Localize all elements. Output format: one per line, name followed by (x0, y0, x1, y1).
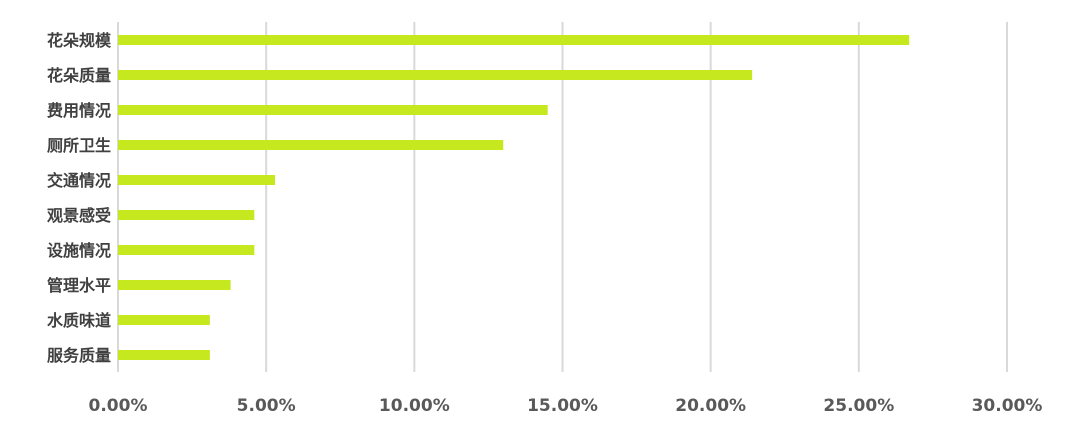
category-label: 管理水平 (47, 276, 111, 295)
bar (118, 280, 231, 290)
x-tick-label: 25.00% (823, 396, 894, 416)
bars (118, 35, 910, 360)
bar (118, 350, 210, 360)
bar (118, 140, 504, 150)
bar (118, 175, 276, 185)
category-label: 交通情况 (47, 171, 111, 190)
x-tick-label: 0.00% (89, 396, 148, 416)
bar (118, 70, 753, 80)
bar (118, 315, 210, 325)
x-tick-label: 30.00% (972, 396, 1043, 416)
x-tick-label: 20.00% (675, 396, 746, 416)
category-label: 服务质量 (47, 346, 111, 365)
category-label: 花朵质量 (47, 66, 111, 85)
category-label: 观景感受 (47, 206, 111, 225)
bar (118, 245, 255, 255)
x-tick-label: 10.00% (379, 396, 450, 416)
bar (118, 210, 255, 220)
gridlines (117, 22, 1008, 372)
category-label: 水质味道 (47, 311, 111, 330)
x-axis-tick-labels: 0.00% 5.00% 10.00% 15.00% 20.00% 25.00% 30.00% (89, 396, 1043, 416)
bar (118, 105, 548, 115)
category-label: 费用情况 (47, 101, 111, 120)
category-label: 厕所卫生 (47, 136, 111, 155)
bar (118, 35, 910, 45)
category-label: 花朵规模 (47, 31, 112, 50)
x-tick-label: 15.00% (527, 396, 598, 416)
category-label: 设施情况 (47, 241, 111, 260)
x-tick-label: 5.00% (237, 396, 296, 416)
